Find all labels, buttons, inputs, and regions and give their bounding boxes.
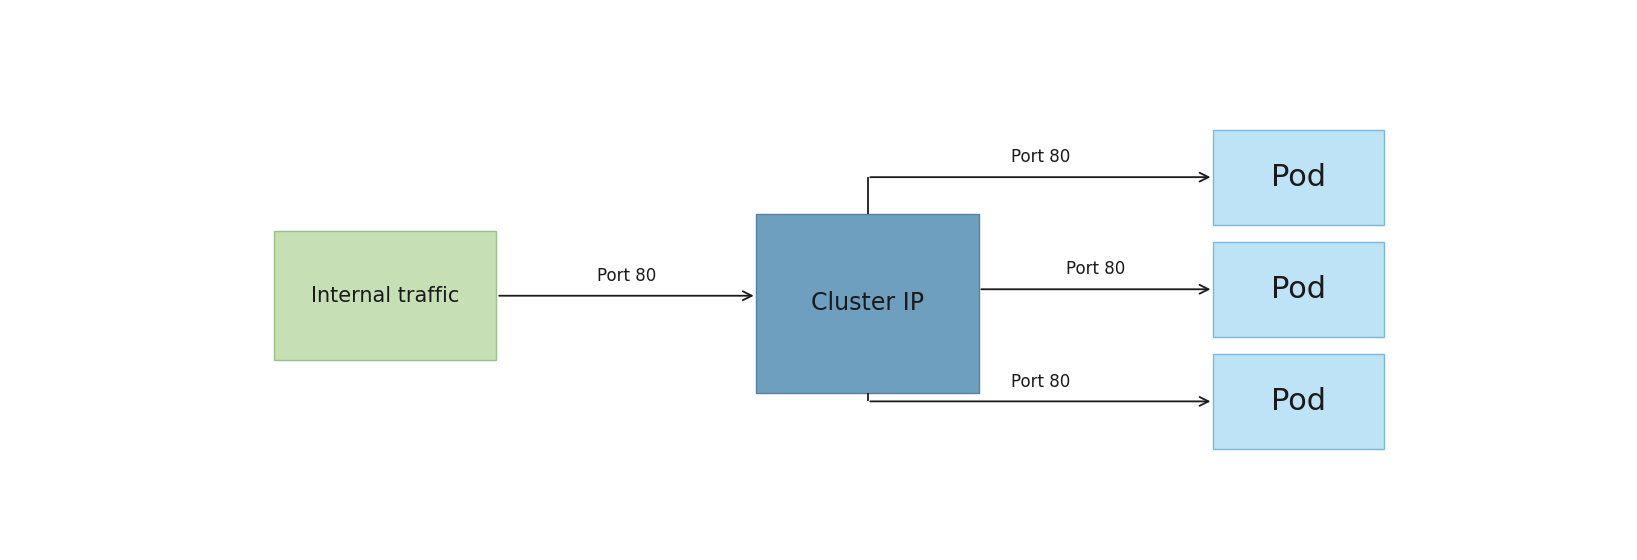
Bar xyxy=(1213,242,1385,337)
Bar xyxy=(1213,354,1385,449)
Bar xyxy=(275,231,496,361)
Text: Internal traffic: Internal traffic xyxy=(311,286,460,306)
Bar xyxy=(1213,130,1385,225)
Text: Port 80: Port 80 xyxy=(1066,260,1126,278)
Bar xyxy=(756,214,979,393)
Text: Port 80: Port 80 xyxy=(1010,372,1071,391)
Text: Pod: Pod xyxy=(1272,387,1326,416)
Text: Port 80: Port 80 xyxy=(1010,148,1071,166)
Text: Pod: Pod xyxy=(1272,275,1326,304)
Text: Cluster IP: Cluster IP xyxy=(810,291,923,315)
Text: Port 80: Port 80 xyxy=(598,267,656,285)
Text: Pod: Pod xyxy=(1272,162,1326,192)
